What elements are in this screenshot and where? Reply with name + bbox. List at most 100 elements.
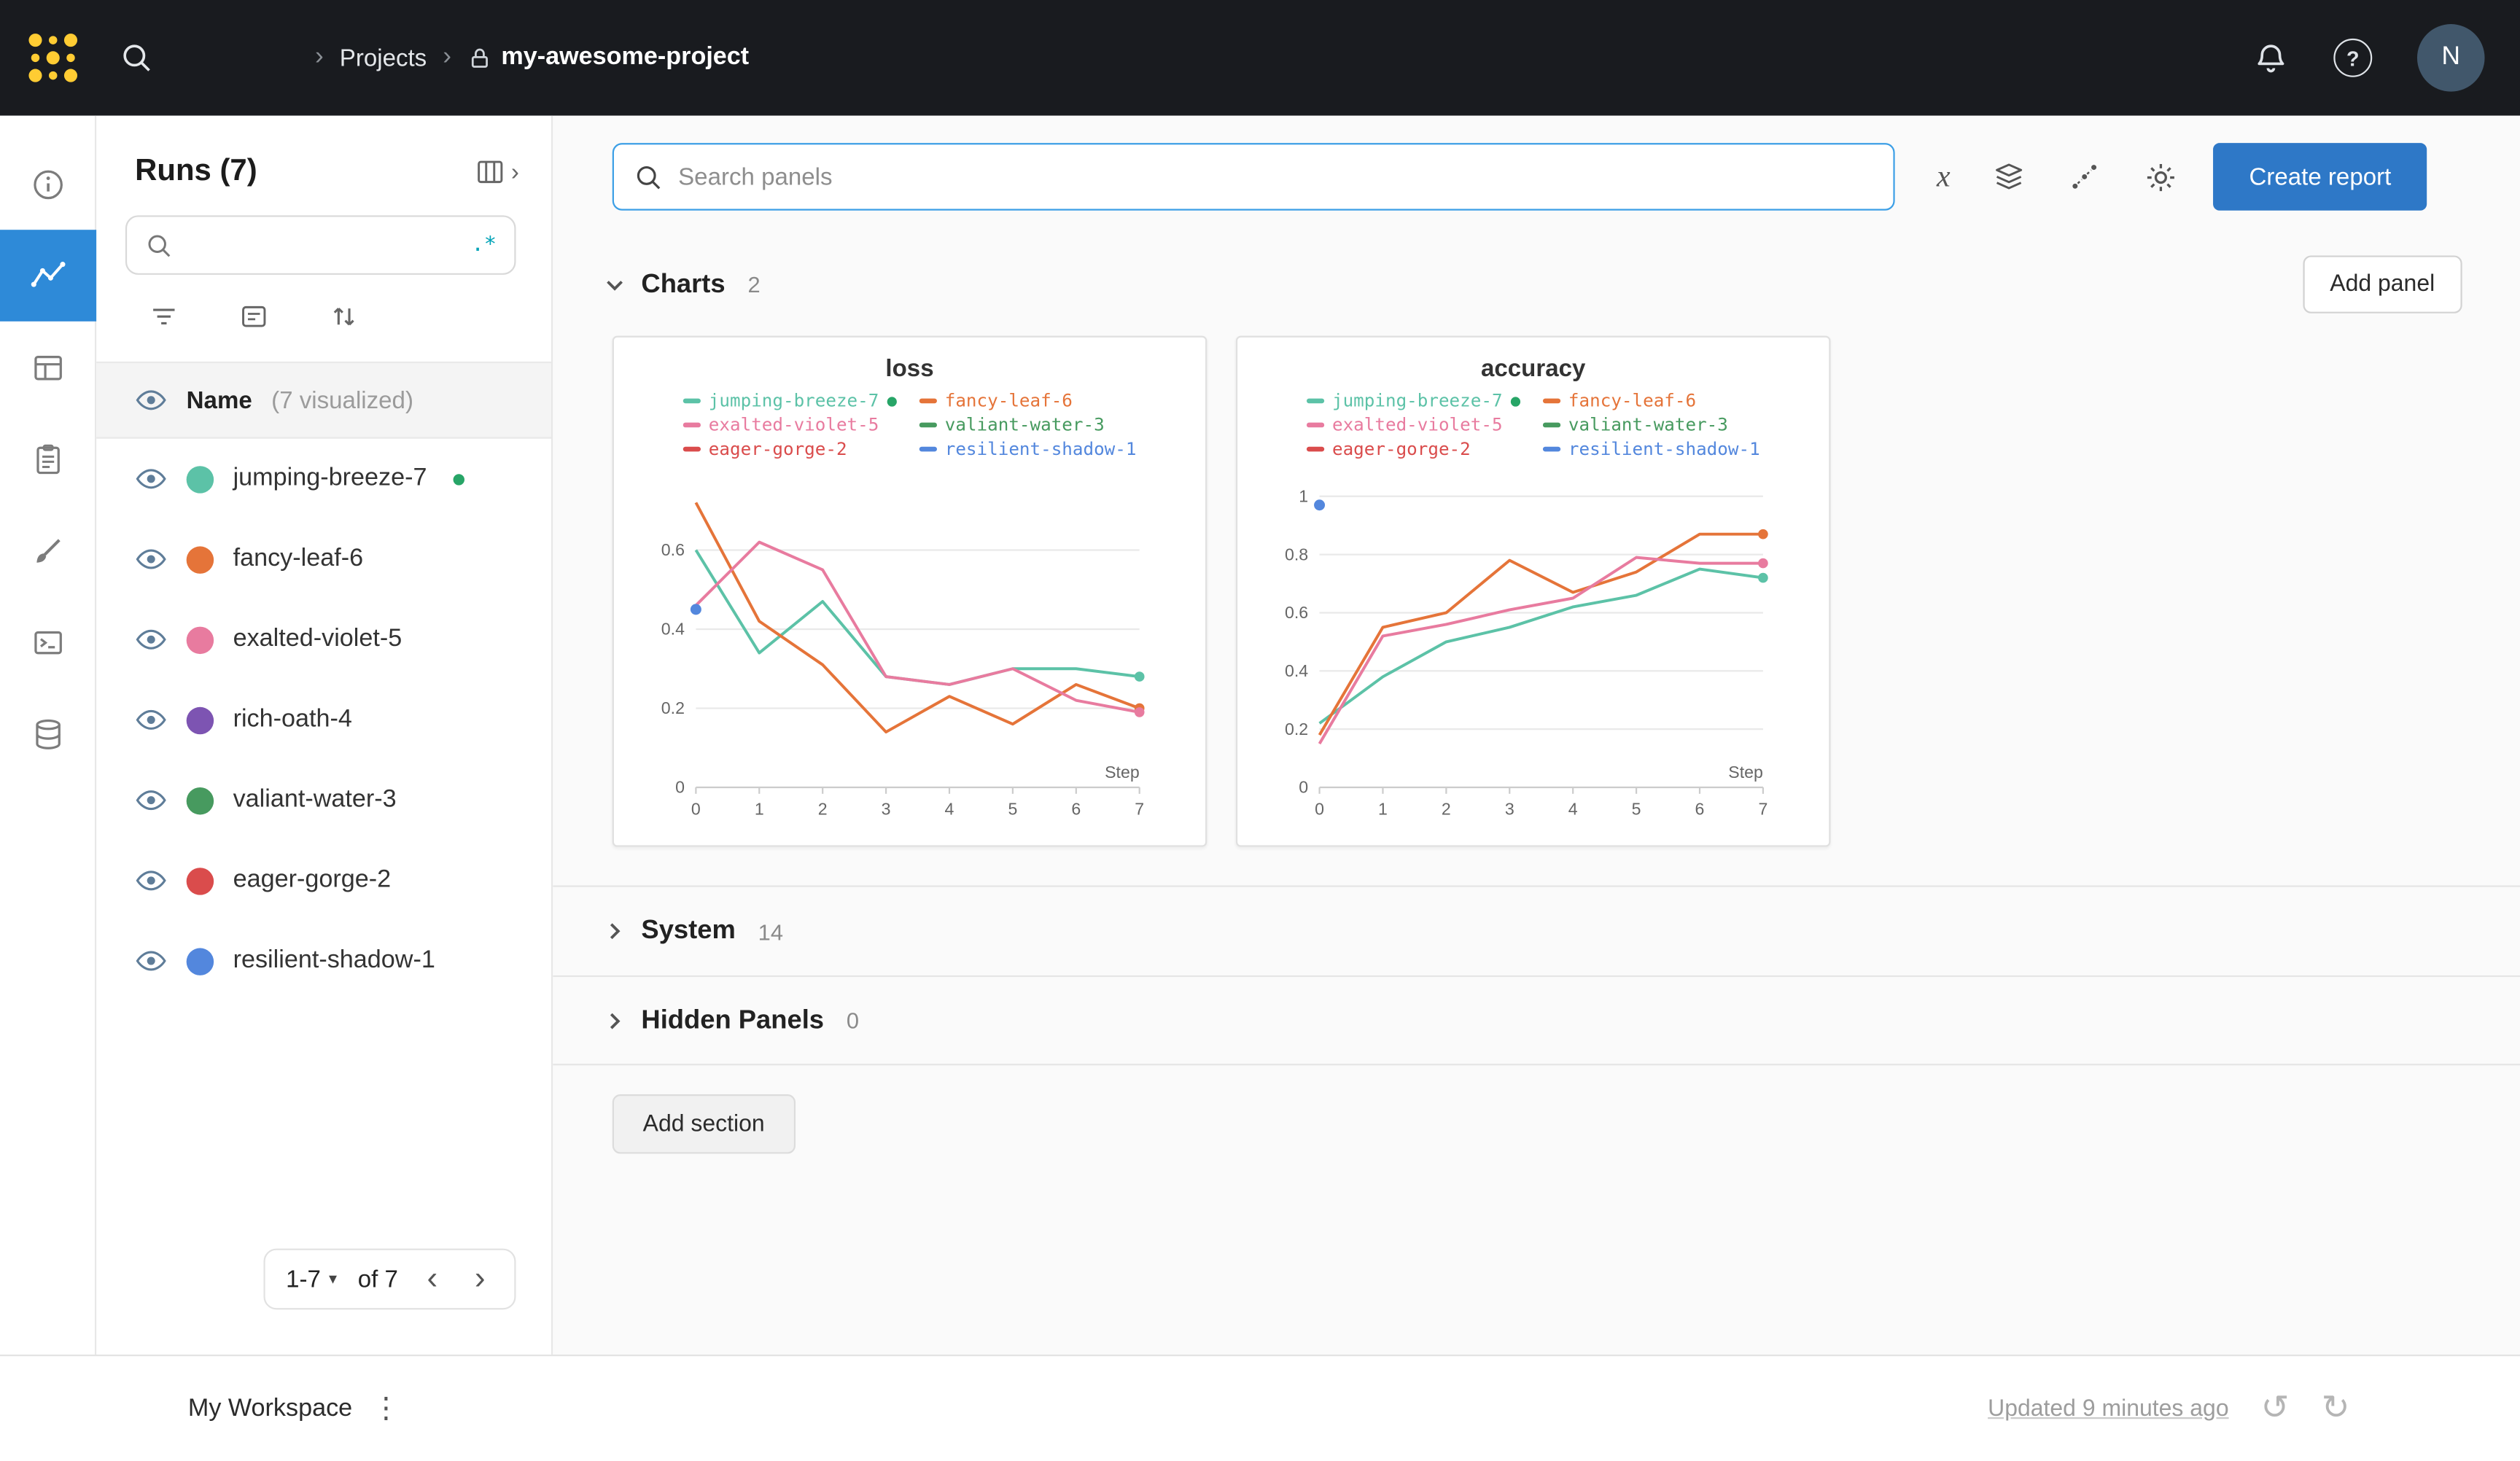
run-row[interactable]: resilient-shadow-1	[96, 921, 551, 1001]
run-row[interactable]: exalted-violet-5	[96, 599, 551, 679]
svg-text:0.4: 0.4	[661, 620, 685, 639]
run-name[interactable]: resilient-shadow-1	[233, 946, 435, 974]
undo-button[interactable]: ↺	[2260, 1390, 2290, 1427]
prev-page-button[interactable]: ‹	[419, 1263, 446, 1295]
charts-grid: loss jumping-breeze-7 fancy-leaf-6 exalted…	[612, 335, 2462, 847]
add-panel-button[interactable]: Add panel	[2302, 255, 2462, 313]
run-name[interactable]: fancy-leaf-6	[233, 545, 364, 572]
wandb-logo[interactable]	[23, 27, 84, 88]
svg-text:0.4: 0.4	[1285, 661, 1308, 680]
svg-text:5: 5	[1008, 799, 1017, 818]
visibility-eye-icon[interactable]	[135, 463, 167, 495]
user-avatar[interactable]: N	[2416, 24, 2485, 92]
run-active-indicator	[887, 396, 897, 406]
workspace-title[interactable]: My Workspace	[187, 1394, 353, 1422]
section-charts-label[interactable]: Charts	[641, 269, 726, 298]
loss-panel[interactable]: loss jumping-breeze-7 fancy-leaf-6 exalted…	[612, 335, 1208, 847]
x-axis-button[interactable]: x	[1937, 162, 1951, 192]
expand-runs-table-button[interactable]: ›	[474, 156, 519, 188]
svg-text:0.2: 0.2	[1285, 720, 1308, 739]
chevron-down-icon[interactable]	[601, 270, 628, 297]
filter-button[interactable]	[148, 300, 180, 332]
section-hidden-panels-label[interactable]: Hidden Panels	[641, 1005, 825, 1035]
svg-text:6: 6	[1071, 799, 1081, 818]
legend-item: exalted-violet-5	[682, 415, 897, 435]
eye-icon	[136, 951, 166, 971]
artifacts-button[interactable]	[0, 687, 96, 779]
settings-button[interactable]	[2144, 160, 2178, 193]
legend-item: fancy-leaf-6	[919, 391, 1136, 411]
run-name[interactable]: eager-gorge-2	[233, 866, 392, 894]
layers-button[interactable]	[1994, 160, 2026, 192]
run-name[interactable]: exalted-violet-5	[233, 625, 402, 652]
run-row[interactable]: jumping-breeze-7	[96, 439, 551, 519]
run-row[interactable]: valiant-water-3	[96, 760, 551, 841]
panel-search[interactable]	[612, 143, 1895, 211]
run-color-dot	[186, 786, 214, 814]
visibility-eye-icon[interactable]	[135, 784, 167, 817]
svg-text:2: 2	[1442, 799, 1451, 818]
reports-button[interactable]	[0, 413, 96, 504]
outliers-button[interactable]	[2069, 160, 2101, 192]
chevron-right-icon	[601, 1007, 628, 1034]
panel-search-input[interactable]	[678, 163, 1874, 191]
help-button[interactable]: ?	[2333, 38, 2373, 77]
page-total: of 7	[357, 1265, 398, 1293]
chevron-right-icon: ›	[510, 158, 519, 186]
redo-button[interactable]: ↻	[2321, 1390, 2350, 1427]
section-system[interactable]: System 14	[553, 885, 2520, 975]
breadcrumb-projects-link[interactable]: Projects	[339, 44, 427, 72]
svg-text:2: 2	[818, 799, 828, 818]
create-report-button[interactable]: Create report	[2214, 143, 2427, 211]
group-button[interactable]	[238, 300, 270, 332]
section-system-label[interactable]: System	[641, 916, 736, 946]
sweeps-button[interactable]	[0, 504, 96, 596]
section-hidden-panels[interactable]: Hidden Panels 0	[553, 975, 2520, 1066]
runs-title: Runs (7)	[135, 154, 257, 188]
loss-plot: 0 0.2 0.4 0.6 0 1 2 3 4 5 6 7 Step	[661, 502, 1145, 818]
run-row[interactable]: rich-oath-4	[96, 679, 551, 760]
regex-toggle[interactable]: .*	[471, 233, 497, 257]
workspace-menu-button[interactable]: ⋮	[372, 1392, 401, 1425]
svg-text:0.8: 0.8	[1285, 545, 1308, 564]
runs-table-button[interactable]	[0, 322, 96, 413]
overview-button[interactable]	[0, 139, 96, 230]
visibility-eye-icon[interactable]	[135, 865, 167, 897]
page-size-dropdown[interactable]: 1-7 ▾	[286, 1266, 337, 1293]
notifications-button[interactable]	[2253, 40, 2288, 75]
run-row[interactable]: eager-gorge-2	[96, 841, 551, 921]
sort-button[interactable]	[328, 300, 360, 332]
lock-icon	[467, 46, 491, 70]
svg-text:0: 0	[1315, 799, 1324, 818]
eye-icon	[136, 469, 166, 489]
outliers-icon	[2073, 165, 2098, 189]
accuracy-panel[interactable]: accuracy jumping-breeze-7 fancy-leaf-6 exa…	[1235, 335, 1831, 847]
gear-icon	[2147, 163, 2175, 190]
clipboard-icon	[36, 443, 59, 474]
logs-button[interactable]	[0, 596, 96, 688]
visibility-eye-icon[interactable]	[135, 945, 167, 977]
add-section-button[interactable]: Add section	[612, 1094, 796, 1154]
visibility-eye-icon[interactable]	[135, 384, 167, 416]
workspace-button[interactable]	[0, 230, 96, 322]
global-search-button[interactable]	[119, 40, 154, 75]
visibility-eye-icon[interactable]	[135, 543, 167, 575]
runs-search-input[interactable]	[186, 232, 459, 258]
next-page-button[interactable]: ›	[467, 1263, 494, 1295]
svg-text:7: 7	[1135, 799, 1144, 818]
runs-header[interactable]: Name (7 visualized)	[96, 361, 552, 439]
visibility-eye-icon[interactable]	[135, 623, 167, 655]
run-name[interactable]: jumping-breeze-7	[233, 464, 427, 492]
runs-search[interactable]: .*	[125, 215, 516, 275]
run-row[interactable]: fancy-leaf-6	[96, 519, 551, 599]
run-name[interactable]: valiant-water-3	[233, 785, 397, 814]
database-icon	[35, 718, 60, 749]
runs-pagination: 1-7 ▾ of 7 ‹ ›	[263, 1248, 516, 1310]
runs-sidebar: Runs (7) › .*	[96, 115, 553, 1355]
visibility-eye-icon[interactable]	[135, 704, 167, 736]
eye-icon	[136, 709, 166, 730]
eye-icon	[136, 790, 166, 811]
svg-text:0.2: 0.2	[661, 698, 685, 717]
run-name[interactable]: rich-oath-4	[233, 705, 352, 733]
breadcrumb-project-name[interactable]: my-awesome-project	[501, 43, 750, 71]
